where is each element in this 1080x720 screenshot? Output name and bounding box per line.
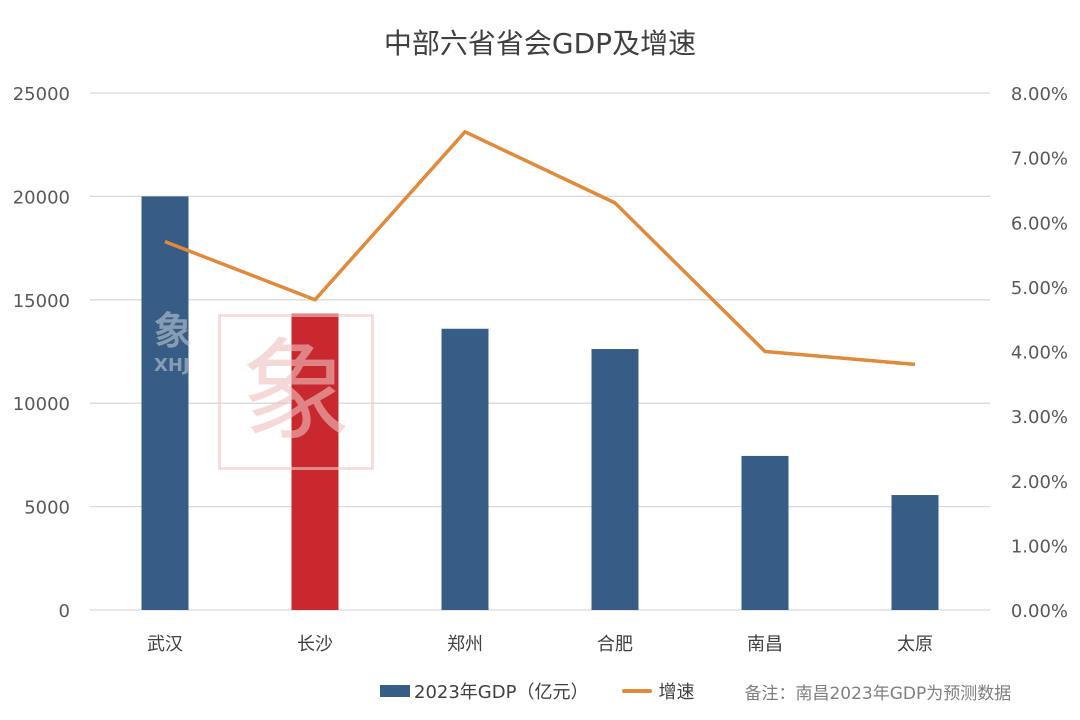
chart-note: 备注：南昌2023年GDP为预测数据 <box>744 683 1012 704</box>
y-right-tick-label: 5.00% <box>1011 278 1068 299</box>
bar-长沙 <box>291 313 339 610</box>
bar-太原 <box>891 495 939 610</box>
x-tick-label: 武汉 <box>147 634 183 655</box>
y-left-tick-label: 5000 <box>24 498 70 519</box>
legend-swatch-gdp <box>380 685 410 697</box>
bar-南昌 <box>741 455 789 610</box>
y-left-tick-label: 25000 <box>13 84 70 105</box>
y-left-tick-label: 10000 <box>13 394 70 415</box>
bar-合肥 <box>591 349 639 610</box>
y-right-tick-label: 1.00% <box>1011 536 1068 557</box>
legend-label-growth: 增速 <box>658 682 695 703</box>
y-right-tick-label: 4.00% <box>1011 343 1068 364</box>
growth-line <box>164 130 916 367</box>
y-right-tick-label: 3.00% <box>1011 407 1068 428</box>
y-right-tick-label: 0.00% <box>1011 601 1068 622</box>
y-left-tick-label: 20000 <box>13 187 70 208</box>
bar-郑州 <box>441 328 489 610</box>
y-right-tick-label: 2.00% <box>1011 472 1068 493</box>
y-right-tick-label: 7.00% <box>1011 149 1068 170</box>
y-left-tick-label: 15000 <box>13 291 70 312</box>
x-tick-label: 合肥 <box>597 634 633 655</box>
x-tick-label: 长沙 <box>297 634 333 655</box>
legend: 2023年GDP（亿元） 增速 备注：南昌2023年GDP为预测数据 <box>380 678 1011 704</box>
legend-label-gdp: 2023年GDP（亿元） <box>414 682 589 703</box>
y-left-tick-label: 0 <box>59 601 70 622</box>
x-tick-label: 郑州 <box>447 634 483 655</box>
watermark-seal: 象 <box>218 314 374 470</box>
watermark: 象 XHJ <box>154 309 193 376</box>
legend-swatch-growth <box>622 689 653 693</box>
x-tick-label: 太原 <box>897 634 933 655</box>
y-right-tick-label: 8.00% <box>1011 84 1068 105</box>
bar-武汉 <box>141 196 189 610</box>
x-tick-label: 南昌 <box>747 634 783 655</box>
y-right-tick-label: 6.00% <box>1011 213 1068 234</box>
chart-title: 中部六省省会GDP及增速 <box>383 27 697 60</box>
